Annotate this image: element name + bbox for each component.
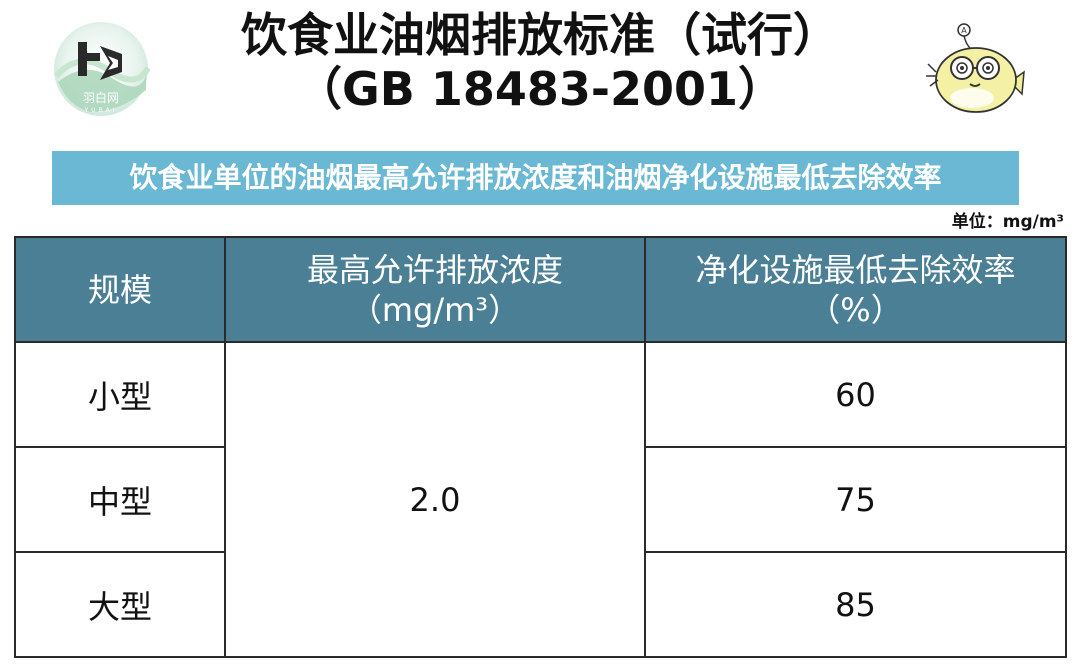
emission-standard-table: 规模 最高允许排放浓度 （mg/m³） 净化设施最低去除效率 （%） 小型 2.…: [14, 236, 1067, 658]
title-line-2: （GB 18483-2001）: [296, 62, 784, 116]
header-min-efficiency: 净化设施最低去除效率 （%）: [644, 236, 1067, 343]
table-caption-bar: 饮食业单位的油烟最高允许排放浓度和油烟净化设施最低去除效率: [52, 151, 1019, 205]
efficiency-cell: 75: [644, 446, 1067, 553]
unit-label: 单位：mg/m³: [951, 212, 1064, 232]
header-efficiency-unit: （%）: [808, 290, 903, 329]
table-header-row: 规模 最高允许排放浓度 （mg/m³） 净化设施最低去除效率 （%）: [14, 236, 1067, 343]
page-title: 饮食业油烟排放标准（试行） （GB 18483-2001）: [150, 8, 930, 116]
table-row: 中型 75: [14, 446, 1067, 553]
efficiency-cell: 60: [644, 341, 1067, 448]
title-line-1: 饮食业油烟排放标准（试行）: [241, 8, 839, 62]
efficiency-cell: 85: [644, 551, 1067, 658]
max-concentration-cell: 2.0: [224, 341, 646, 658]
table-row: 小型 2.0 60: [14, 341, 1067, 658]
table-row: 大型 85: [14, 551, 1067, 658]
header-max-concentration: 最高允许排放浓度 （mg/m³）: [224, 236, 646, 343]
yubai-logo-icon: 羽白网 YUBAI: [50, 20, 152, 118]
header-efficiency-label: 净化设施最低去除效率: [695, 250, 1016, 289]
scale-cell: 中型: [14, 446, 226, 553]
header-scale: 规模: [14, 236, 226, 343]
header-concentration-unit: （mg/m³）: [349, 290, 521, 329]
logo-subtext: YUBAI: [83, 107, 117, 114]
svg-text:A: A: [961, 26, 967, 35]
scale-cell: 大型: [14, 551, 226, 658]
scale-cell: 小型: [14, 341, 226, 448]
header-scale-label: 规模: [87, 270, 152, 309]
header-concentration-label: 最高允许排放浓度: [306, 250, 563, 289]
fish-mascot-icon: A: [926, 20, 1026, 118]
logo-text: 羽白网: [83, 90, 119, 105]
